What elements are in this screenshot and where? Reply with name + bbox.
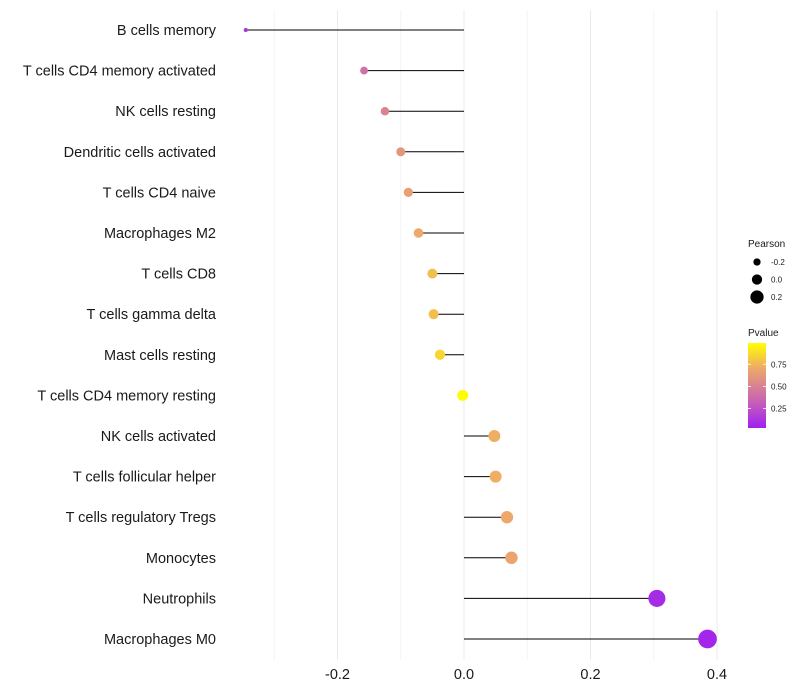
data-point bbox=[403, 187, 413, 198]
y-tick-label: Macrophages M2 bbox=[104, 226, 216, 242]
data-point bbox=[457, 389, 469, 401]
data-point bbox=[396, 147, 406, 157]
x-tick-label: 0.2 bbox=[580, 667, 600, 683]
size-legend-key bbox=[753, 258, 761, 266]
y-tick-label: T cells CD4 memory resting bbox=[37, 388, 216, 404]
y-tick-label: T cells CD4 naive bbox=[103, 185, 216, 201]
data-point bbox=[360, 66, 368, 75]
data-point bbox=[648, 589, 666, 607]
y-tick-label: T cells gamma delta bbox=[87, 307, 217, 323]
y-tick-label: T cells CD8 bbox=[141, 267, 216, 283]
legend: Pearson -0.2 0.0 0.2 Pvalue 0.75 0.50 0.25 bbox=[748, 239, 787, 428]
data-point bbox=[488, 430, 501, 442]
size-legend-label: 0.0 bbox=[771, 276, 783, 285]
color-legend-title: Pvalue bbox=[748, 328, 779, 339]
data-point bbox=[434, 349, 446, 360]
y-tick-label: Macrophages M0 bbox=[104, 632, 216, 648]
stem-layer bbox=[245, 29, 708, 640]
y-tick-label: Neutrophils bbox=[143, 591, 216, 607]
data-point bbox=[698, 629, 717, 649]
size-legend-label: 0.2 bbox=[771, 293, 783, 302]
x-tick-label: -0.2 bbox=[325, 667, 350, 683]
data-point bbox=[413, 228, 424, 238]
data-point bbox=[500, 511, 514, 524]
x-tick-labels: -0.2 0.0 0.2 0.4 bbox=[325, 667, 727, 683]
data-point bbox=[489, 470, 502, 483]
y-tick-labels: B cells memory T cells CD4 memory activat… bbox=[23, 23, 217, 648]
size-legend-key bbox=[750, 290, 764, 304]
y-tick-label: T cells CD4 memory activated bbox=[23, 64, 216, 80]
data-point bbox=[428, 309, 439, 320]
data-point bbox=[505, 551, 518, 565]
size-legend-title: Pearson bbox=[748, 239, 785, 250]
y-tick-label: T cells regulatory Tregs bbox=[66, 510, 216, 526]
y-tick-label: NK cells resting bbox=[115, 104, 216, 120]
color-legend-label: 0.75 bbox=[771, 360, 787, 369]
data-point bbox=[243, 27, 248, 33]
color-legend-label: 0.50 bbox=[771, 382, 787, 391]
y-tick-label: T cells follicular helper bbox=[73, 470, 216, 486]
grid-layer bbox=[273, 10, 718, 660]
y-tick-label: Monocytes bbox=[146, 551, 216, 567]
x-tick-label: 0.4 bbox=[707, 667, 727, 683]
data-point bbox=[380, 106, 390, 116]
y-tick-label: Dendritic cells activated bbox=[64, 145, 216, 161]
color-legend-bar bbox=[748, 343, 766, 428]
data-point bbox=[427, 268, 438, 279]
y-tick-label: Mast cells resting bbox=[104, 348, 216, 364]
y-tick-label: NK cells activated bbox=[101, 429, 216, 445]
color-legend-label: 0.25 bbox=[771, 405, 787, 414]
point-layer bbox=[243, 27, 717, 649]
x-tick-label: 0.0 bbox=[454, 667, 474, 683]
size-legend-key bbox=[751, 274, 763, 285]
y-tick-label: B cells memory bbox=[117, 23, 217, 39]
size-legend-label: -0.2 bbox=[771, 258, 785, 267]
